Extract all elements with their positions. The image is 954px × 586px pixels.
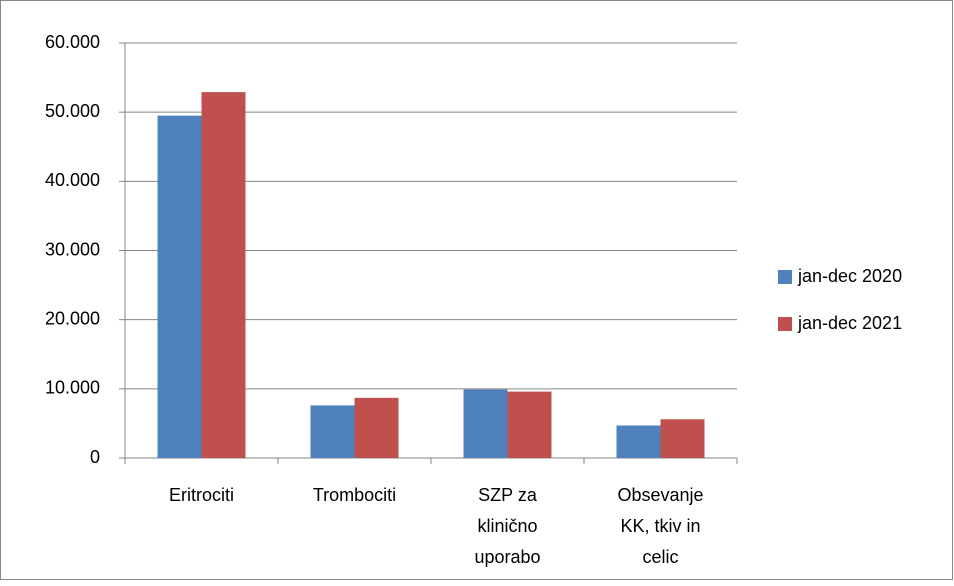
legend-label: jan-dec 2021 — [797, 313, 902, 333]
x-tick-label: Obsevanje KK, tkiv in celic — [617, 485, 703, 567]
y-tick-label: 0 — [90, 447, 100, 467]
bar — [616, 425, 661, 458]
x-tick-label: Trombociti — [313, 485, 396, 505]
y-tick-label: 10.000 — [45, 378, 100, 398]
y-tick-label: 50.000 — [45, 101, 100, 121]
bar — [354, 397, 399, 458]
legend-label: jan-dec 2020 — [797, 266, 902, 286]
bar — [157, 115, 202, 458]
x-tick-label: Eritrociti — [169, 485, 234, 505]
bar — [660, 419, 705, 458]
legend-swatch — [778, 317, 792, 331]
bar — [463, 389, 508, 458]
bar — [507, 391, 552, 458]
bar — [310, 405, 355, 458]
y-tick-label: 30.000 — [45, 239, 100, 259]
x-tick-label: SZP za klinično uporabo — [474, 485, 540, 567]
y-tick-label: 60.000 — [45, 32, 100, 52]
y-tick-label: 40.000 — [45, 170, 100, 190]
legend-swatch — [778, 270, 792, 284]
bar — [201, 92, 246, 458]
y-tick-label: 20.000 — [45, 308, 100, 328]
